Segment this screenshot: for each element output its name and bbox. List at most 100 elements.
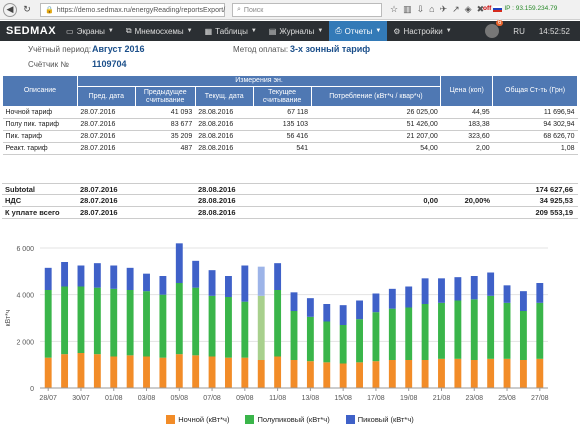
bar-segment[interactable] [339, 363, 347, 389]
bar-segment[interactable] [192, 260, 200, 288]
bar-segment[interactable] [438, 302, 445, 359]
bar-segment[interactable] [225, 297, 232, 358]
bar-segment[interactable] [356, 300, 363, 320]
bar-segment[interactable] [372, 312, 380, 362]
bar-segment[interactable] [388, 360, 396, 388]
bar-segment[interactable] [44, 267, 52, 290]
bar-segment[interactable] [503, 285, 511, 303]
bar-segment[interactable] [257, 266, 265, 296]
bar-segment[interactable] [159, 294, 167, 358]
bar-segment[interactable] [44, 357, 52, 388]
legend-item[interactable]: Ночной (кВт*ч) [166, 415, 229, 424]
legend-item[interactable]: Пиковый (кВт*ч) [345, 415, 414, 424]
bar-segment[interactable] [61, 354, 69, 388]
bar-segment[interactable] [93, 287, 101, 355]
bar-segment[interactable] [257, 295, 265, 360]
bar-segment[interactable] [536, 358, 544, 388]
bar-segment[interactable] [306, 298, 314, 317]
bar-segment[interactable] [519, 360, 527, 388]
bar-segment[interactable] [143, 291, 150, 357]
bar-segment[interactable] [274, 263, 282, 290]
bar-segment[interactable] [159, 276, 167, 295]
bar-segment[interactable] [61, 286, 69, 355]
home-icon[interactable]: ⌂ [429, 4, 435, 14]
bar-segment[interactable] [110, 356, 118, 389]
bar-segment[interactable] [241, 265, 249, 302]
bar-segment[interactable] [126, 267, 134, 290]
bar-segment[interactable] [77, 353, 85, 388]
bar-segment[interactable] [93, 263, 101, 288]
bar-segment[interactable] [208, 295, 216, 357]
bar-segment[interactable] [339, 305, 347, 325]
bar-segment[interactable] [159, 357, 167, 388]
bar-segment[interactable] [77, 265, 85, 287]
bar-segment[interactable] [241, 357, 249, 388]
bar-segment[interactable] [208, 356, 216, 389]
bar-segment[interactable] [126, 355, 134, 388]
bar-segment[interactable] [438, 358, 445, 388]
bar-segment[interactable] [290, 360, 298, 388]
reload-icon[interactable]: ↻ [23, 4, 31, 14]
bar-segment[interactable] [274, 356, 282, 389]
bar-segment[interactable] [175, 243, 183, 283]
bar-segment[interactable] [306, 316, 314, 362]
bar-segment[interactable] [405, 286, 413, 308]
library-icon[interactable]: ▥ [403, 4, 412, 14]
menu-journals[interactable]: ▤ Журналы ▼ [263, 21, 329, 41]
bar-segment[interactable] [470, 360, 478, 388]
menu-screens[interactable]: ▭ Экраны ▼ [60, 21, 120, 41]
bar-segment[interactable] [126, 290, 134, 356]
bar-segment[interactable] [454, 277, 462, 301]
bar-segment[interactable] [356, 319, 363, 363]
bar-segment[interactable] [306, 361, 314, 388]
app-logo[interactable]: SEDMAX [6, 25, 57, 37]
bar-segment[interactable] [339, 325, 347, 364]
extension-icon[interactable]: ✖ [476, 4, 485, 14]
bar-segment[interactable] [438, 278, 445, 303]
bar-segment[interactable] [454, 358, 462, 388]
legend-item[interactable]: Полупиковый (кВт*ч) [245, 415, 330, 424]
bar-segment[interactable] [192, 355, 200, 388]
bar-segment[interactable] [388, 308, 396, 360]
bar-segment[interactable] [519, 291, 527, 311]
bar-segment[interactable] [225, 357, 232, 388]
share-icon[interactable]: ✈ [439, 4, 448, 14]
bar-segment[interactable] [323, 304, 331, 322]
bar-segment[interactable] [274, 290, 282, 357]
bar-segment[interactable] [143, 356, 150, 389]
bar-segment[interactable] [323, 321, 331, 363]
bar-segment[interactable] [323, 362, 331, 388]
bar-segment[interactable] [175, 354, 183, 388]
sync-icon[interactable]: ↗ [452, 4, 460, 14]
bar-segment[interactable] [356, 362, 363, 388]
bar-segment[interactable] [192, 287, 200, 356]
bar-segment[interactable] [421, 360, 429, 388]
bar-segment[interactable] [372, 293, 380, 313]
bar-segment[interactable] [470, 276, 478, 300]
bar-segment[interactable] [175, 283, 183, 355]
bar-segment[interactable] [421, 304, 429, 360]
bar-segment[interactable] [241, 301, 249, 358]
bar-segment[interactable] [536, 302, 544, 359]
bar-segment[interactable] [110, 265, 118, 289]
menu-mnemo[interactable]: ⧉ Мнемосхемы ▼ [120, 21, 199, 41]
bar-segment[interactable] [61, 262, 69, 287]
bar-segment[interactable] [487, 272, 495, 296]
bar-segment[interactable] [487, 358, 495, 388]
bar-segment[interactable] [503, 358, 511, 388]
bar-segment[interactable] [470, 299, 478, 360]
bar-segment[interactable] [77, 286, 85, 354]
bar-segment[interactable] [487, 295, 495, 359]
bar-segment[interactable] [372, 361, 380, 388]
bar-segment[interactable] [405, 360, 413, 388]
browser-search-input[interactable]: ⌕ Поиск [232, 3, 382, 17]
bar-segment[interactable] [421, 278, 429, 304]
bar-segment[interactable] [225, 276, 232, 297]
bar-segment[interactable] [208, 270, 216, 296]
bar-segment[interactable] [405, 307, 413, 361]
notifications-button[interactable]: 6 [485, 20, 504, 38]
bookmark-star-icon[interactable]: ☆ [390, 4, 399, 14]
menu-reports[interactable]: ⎙ Отчеты ▼ [329, 21, 388, 41]
bar-segment[interactable] [536, 283, 544, 303]
shield-icon[interactable]: ◈ [464, 4, 472, 14]
